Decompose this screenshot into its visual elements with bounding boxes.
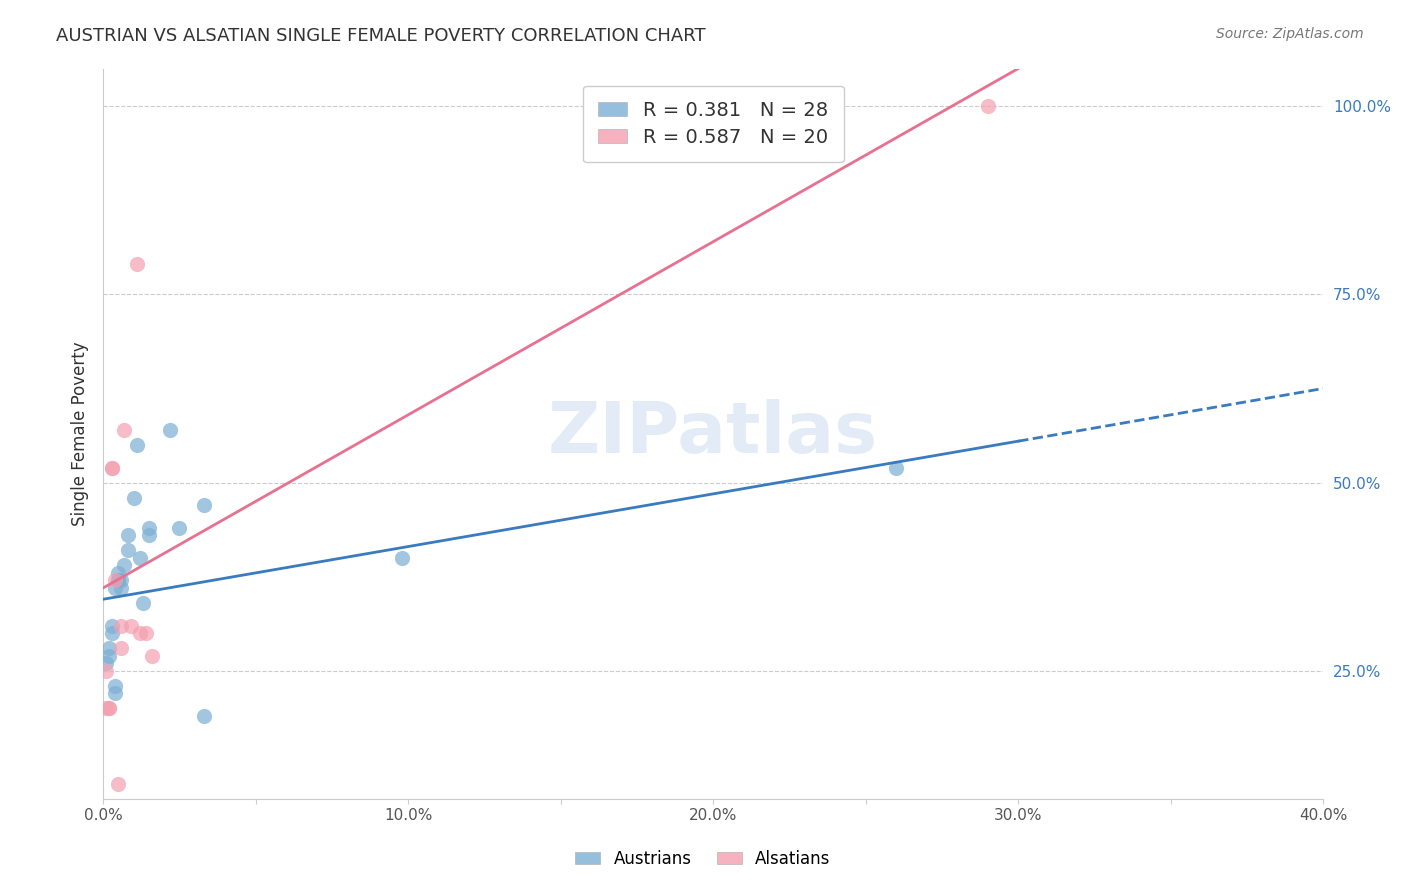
Point [117,543,139,558]
Point [125,438,148,452]
Point [169,521,191,535]
Point [101,460,124,475]
Point [132,596,155,610]
Point [141,648,163,663]
Legend: R = 0.381   N = 28, R = 0.587   N = 20: R = 0.381 N = 28, R = 0.587 N = 20 [582,86,844,162]
Point [128,550,150,565]
Point [98,648,121,663]
Point [107,566,129,580]
Point [104,686,127,700]
Point [110,641,132,656]
Point [128,626,150,640]
Point [107,777,129,791]
Point [138,528,160,542]
Point [117,528,139,542]
Point [702,121,724,136]
Y-axis label: Single Female Poverty: Single Female Poverty [72,342,89,526]
Point [107,574,129,588]
Point [391,550,413,565]
Point [101,626,124,640]
Point [193,709,215,723]
Point [96,701,118,715]
Point [98,701,121,715]
Point [702,121,724,136]
Point [138,521,160,535]
Point [702,121,724,136]
Point [104,581,127,595]
Point [125,257,148,271]
Point [884,460,907,475]
Point [96,657,118,671]
Point [135,626,157,640]
Point [98,701,121,715]
Point [110,581,132,595]
Point [110,574,132,588]
Text: AUSTRIAN VS ALSATIAN SINGLE FEMALE POVERTY CORRELATION CHART: AUSTRIAN VS ALSATIAN SINGLE FEMALE POVER… [56,27,706,45]
Point [107,574,129,588]
Point [101,618,124,632]
Point [110,618,132,632]
Text: ZIPatlas: ZIPatlas [548,399,879,468]
Point [114,423,136,437]
Point [104,679,127,693]
Point [114,558,136,573]
Point [120,618,142,632]
Text: Source: ZipAtlas.com: Source: ZipAtlas.com [1216,27,1364,41]
Point [98,641,121,656]
Point [977,99,1000,113]
Point [122,491,145,505]
Legend: Austrians, Alsatians: Austrians, Alsatians [569,844,837,875]
Point [159,423,181,437]
Point [104,574,127,588]
Point [96,664,118,678]
Point [193,498,215,512]
Point [101,460,124,475]
